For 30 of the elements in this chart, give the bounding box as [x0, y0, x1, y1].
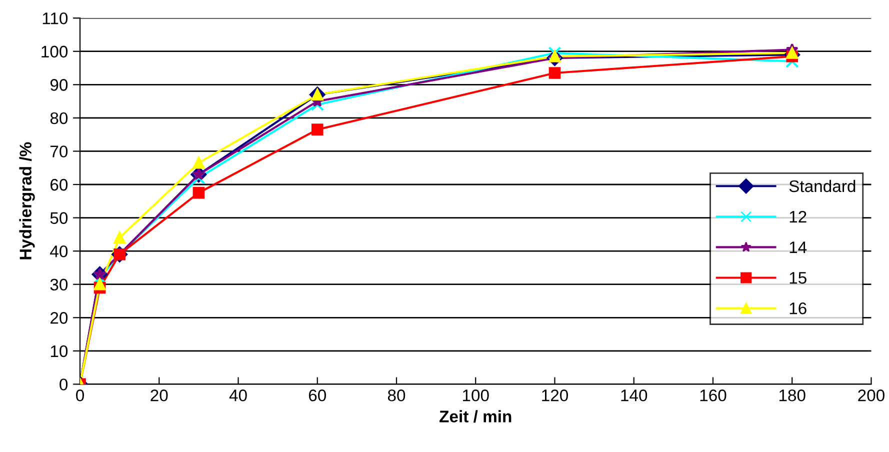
x-tick-label: 40 [229, 390, 247, 402]
x-tick-label: 200 [858, 390, 884, 402]
legend-label: 14 [790, 242, 807, 254]
y-tick-label: 40 [50, 245, 68, 258]
x-tick-label: 0 [76, 390, 84, 402]
x-tick-label: 120 [542, 390, 568, 402]
y-tick-label: 80 [50, 112, 68, 124]
y-tick-label: 110 [42, 12, 68, 24]
y-tick-label: 20 [50, 312, 68, 324]
legend-label: 15 [790, 272, 806, 284]
legend-label: Standard [789, 180, 856, 192]
y-tick-label: 60 [50, 178, 68, 191]
y-tick-label: 30 [50, 278, 68, 291]
x-axis-title: Zeit / min [440, 410, 512, 423]
y-tick-label: 90 [50, 79, 68, 91]
y-tick-label: 70 [50, 146, 68, 158]
x-tick-label: 140 [621, 390, 648, 402]
x-tick-label: 180 [779, 390, 806, 402]
legend-label: 16 [790, 302, 806, 314]
y-tick-label: 100 [42, 46, 68, 58]
x-tick-label: 160 [700, 390, 726, 402]
x-tick-label: 20 [150, 390, 168, 402]
legend-label: 12 [790, 210, 806, 223]
y-tick-label: 10 [50, 345, 68, 358]
y-axis-title: Hydriergrad /% [19, 142, 35, 260]
x-tick-label: 60 [308, 390, 326, 402]
x-tick-label: 100 [462, 390, 489, 402]
x-tick-label: 80 [388, 390, 406, 402]
y-tick-label: 50 [50, 212, 68, 224]
y-tick-label: 0 [60, 378, 68, 390]
